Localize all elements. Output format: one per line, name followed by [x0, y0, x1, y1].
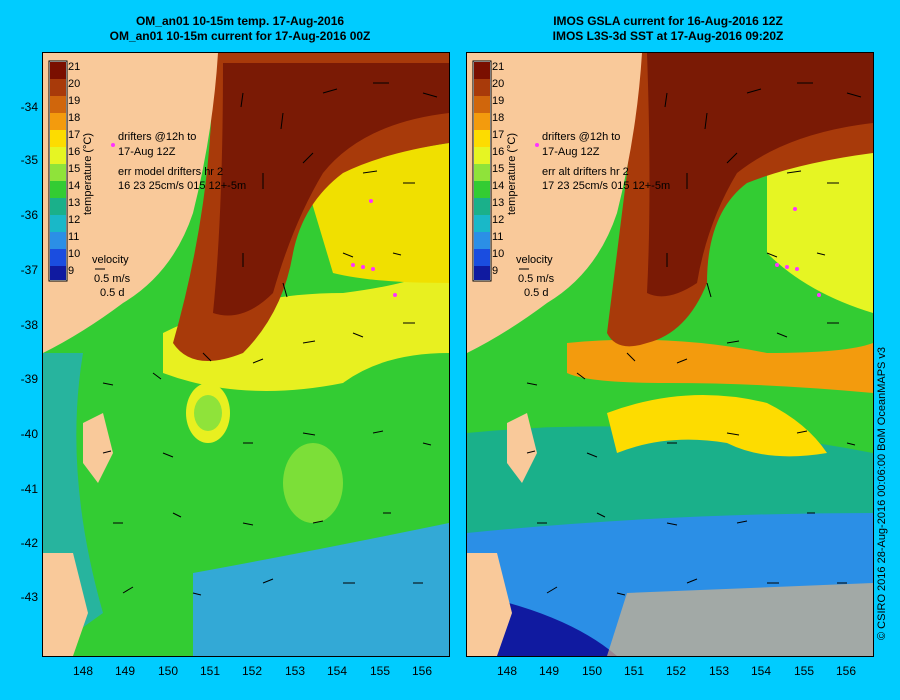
left-colorbar-title: temperature (°C)	[82, 132, 94, 215]
x-tick-label: 151	[199, 664, 221, 678]
y-tick-label: -43	[20, 590, 38, 604]
left-map-title: OM_an01 10-15m temp. 17-Aug-2016 OM_an01…	[30, 14, 450, 44]
left-cb-tick: 16	[68, 146, 81, 158]
left-cb-tick: 10	[68, 248, 81, 260]
left-err-text-1: err model drifters hr 2	[118, 166, 224, 178]
right-cb-tick: 9	[492, 265, 499, 277]
right-velocity-label: velocity	[516, 254, 553, 266]
y-tick-label: -39	[20, 372, 38, 386]
x-tick-label: 152	[665, 664, 687, 678]
left-cb-tick: 9	[68, 265, 75, 277]
x-tick-label: 155	[369, 664, 391, 678]
x-tick-label: 154	[326, 664, 348, 678]
y-tick-label: -42	[20, 536, 38, 550]
right-cb-tick: 15	[492, 163, 505, 175]
right-map	[466, 52, 874, 657]
left-map-canvas	[43, 53, 449, 656]
right-cb-tick: 20	[492, 78, 505, 90]
left-title-line2: OM_an01 10-15m current for 17-Aug-2016 0…	[109, 29, 371, 43]
right-cb-tick: 10	[492, 248, 505, 260]
left-cb-tick: 12	[68, 214, 81, 226]
x-tick-label: 156	[835, 664, 857, 678]
right-cb-tick: 19	[492, 95, 505, 107]
right-velocity-time: 0.5 d	[524, 287, 549, 299]
y-tick-label: -34	[20, 100, 38, 114]
right-map-canvas	[467, 53, 873, 656]
x-tick-label: 154	[750, 664, 772, 678]
right-title-line1: IMOS GSLA current for 16-Aug-2016 12Z	[553, 14, 783, 28]
x-tick-label: 153	[708, 664, 730, 678]
left-cb-tick: 15	[68, 163, 81, 175]
right-err-text-2: 17 23 25cm/s 015 12+-5m	[542, 180, 671, 192]
right-colorbar	[474, 62, 490, 280]
right-cb-tick: 14	[492, 180, 505, 192]
right-err-text-1: err alt drifters hr 2	[542, 166, 629, 178]
left-velocity-time: 0.5 d	[100, 287, 125, 299]
left-cb-tick: 19	[68, 95, 81, 107]
x-tick-label: 156	[411, 664, 433, 678]
right-drifters-text-1: drifters @12h to	[542, 131, 621, 143]
left-colorbar	[50, 62, 66, 280]
y-tick-label: -41	[20, 482, 38, 496]
right-map-title: IMOS GSLA current for 16-Aug-2016 12Z IM…	[458, 14, 878, 44]
right-colorbar-title: temperature (°C)	[506, 132, 518, 215]
right-cb-tick: 18	[492, 112, 505, 124]
left-drifters-text-2: 17-Aug 12Z	[118, 146, 176, 158]
y-tick-label: -37	[20, 263, 38, 277]
left-cb-tick: 17	[68, 129, 81, 141]
x-tick-label: 150	[157, 664, 179, 678]
x-tick-label: 151	[623, 664, 645, 678]
left-cb-tick: 13	[68, 197, 81, 209]
left-title-line1: OM_an01 10-15m temp. 17-Aug-2016	[135, 14, 345, 28]
x-tick-label: 149	[114, 664, 136, 678]
x-tick-label: 150	[581, 664, 603, 678]
left-cb-tick: 14	[68, 180, 81, 192]
y-tick-label: -40	[20, 427, 38, 441]
right-cb-tick: 12	[492, 214, 505, 226]
left-velocity-scale: 0.5 m/s	[94, 273, 131, 285]
y-tick-label: -38	[20, 318, 38, 332]
right-cb-tick: 16	[492, 146, 505, 158]
right-cb-tick: 13	[492, 197, 505, 209]
right-drifters-text-2: 17-Aug 12Z	[542, 146, 600, 158]
right-title-line2: IMOS L3S-3d SST at 17-Aug-2016 09:20Z	[552, 29, 784, 43]
right-cb-tick: 11	[492, 231, 504, 243]
x-tick-label: 152	[241, 664, 263, 678]
right-velocity-scale: 0.5 m/s	[518, 273, 555, 285]
credit-text: © CSIRO 2016 28-Aug-2016 00:06:00 BoM Oc…	[876, 346, 888, 640]
right-cb-tick: 17	[492, 129, 505, 141]
left-cb-tick: 20	[68, 78, 81, 90]
y-tick-label: -35	[20, 153, 38, 167]
left-cb-tick: 11	[68, 231, 80, 243]
left-map	[42, 52, 450, 657]
left-velocity-label: velocity	[92, 254, 129, 266]
left-drifters-text-1: drifters @12h to	[118, 131, 197, 143]
left-cb-tick: 18	[68, 112, 81, 124]
x-tick-label: 148	[72, 664, 94, 678]
y-tick-label: -36	[20, 208, 38, 222]
right-cb-tick: 21	[492, 61, 505, 73]
x-tick-label: 155	[793, 664, 815, 678]
left-cb-tick: 21	[68, 61, 81, 73]
x-tick-label: 148	[496, 664, 518, 678]
left-err-text-2: 16 23 25cm/s 015 12+-5m	[118, 180, 247, 192]
x-tick-label: 153	[284, 664, 306, 678]
x-tick-label: 149	[538, 664, 560, 678]
